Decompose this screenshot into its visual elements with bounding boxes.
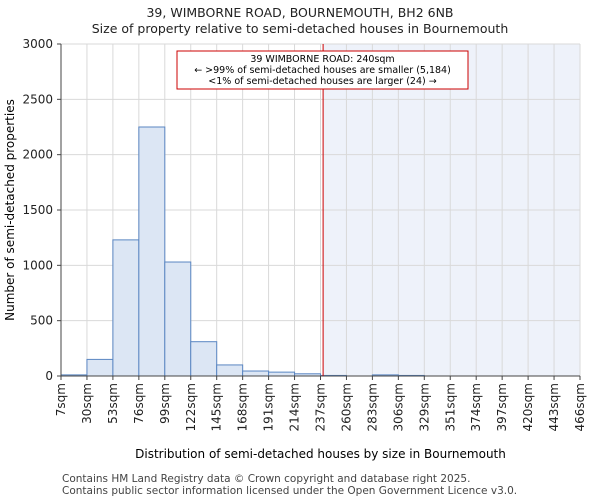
annotation-box: 39 WIMBORNE ROAD: 240sqm ← >99% of semi-… bbox=[176, 50, 469, 90]
x-tick-label: 374sqm bbox=[469, 383, 483, 431]
y-tick-label: 2500 bbox=[22, 92, 53, 106]
x-tick-label: 237sqm bbox=[314, 383, 328, 431]
x-tick-label: 122sqm bbox=[184, 383, 198, 431]
y-tick-label: 0 bbox=[45, 369, 53, 383]
y-tick-label: 3000 bbox=[22, 37, 53, 51]
x-tick-label: 260sqm bbox=[339, 383, 353, 431]
y-axis-label: Number of semi-detached properties bbox=[3, 99, 17, 321]
x-tick-label: 76sqm bbox=[132, 383, 146, 424]
histogram-bar bbox=[138, 126, 166, 377]
x-tick-label: 466sqm bbox=[573, 383, 587, 431]
x-tick-label: 145sqm bbox=[210, 383, 224, 431]
x-axis-label: Distribution of semi-detached houses by … bbox=[135, 447, 506, 461]
annotation-line-2: ← >99% of semi-detached houses are small… bbox=[194, 65, 451, 76]
annotation-line-1: 39 WIMBORNE ROAD: 240sqm bbox=[250, 54, 394, 65]
x-tick-label: 329sqm bbox=[417, 383, 431, 431]
y-tick-label: 1500 bbox=[22, 203, 53, 217]
x-tick-label: 30sqm bbox=[80, 383, 94, 424]
x-tick-label: 99sqm bbox=[158, 383, 172, 424]
x-tick-label: 306sqm bbox=[391, 383, 405, 431]
chart-subtitle: Size of property relative to semi-detach… bbox=[91, 21, 509, 36]
y-tick-label: 500 bbox=[30, 314, 53, 328]
x-tick-label: 420sqm bbox=[521, 383, 535, 431]
histogram-bar bbox=[242, 370, 270, 377]
histogram-bar bbox=[164, 261, 192, 377]
footer-line-1: Contains HM Land Registry data © Crown c… bbox=[62, 473, 471, 485]
x-tick-label: 351sqm bbox=[443, 383, 457, 431]
x-tick-label: 7sqm bbox=[54, 383, 68, 416]
histogram-bar bbox=[190, 341, 218, 377]
x-tick-label: 214sqm bbox=[288, 383, 302, 431]
histogram-bar bbox=[112, 239, 140, 377]
x-tick-label: 443sqm bbox=[547, 383, 561, 431]
y-tick-label: 1000 bbox=[22, 258, 53, 272]
footer-line-2: Contains public sector information licen… bbox=[62, 485, 518, 497]
x-tick-label: 191sqm bbox=[262, 383, 276, 431]
x-tick-label: 168sqm bbox=[236, 383, 250, 431]
histogram-bar bbox=[268, 371, 296, 377]
y-tick-label: 2000 bbox=[22, 148, 53, 162]
histogram-bar bbox=[86, 358, 114, 377]
x-tick-label: 283sqm bbox=[365, 383, 379, 431]
chart-title: 39, WIMBORNE ROAD, BOURNEMOUTH, BH2 6NB bbox=[146, 5, 454, 20]
x-tick-label: 53sqm bbox=[106, 383, 120, 424]
x-tick-label: 397sqm bbox=[495, 383, 509, 431]
histogram-bar bbox=[216, 364, 244, 377]
annotation-line-3: <1% of semi-detached houses are larger (… bbox=[208, 76, 436, 87]
